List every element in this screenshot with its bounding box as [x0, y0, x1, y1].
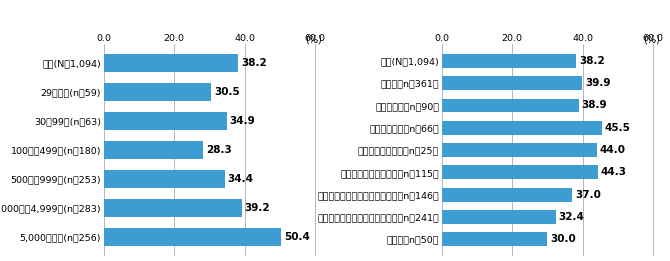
Text: 38.2: 38.2	[579, 56, 605, 66]
Bar	[104, 83, 211, 101]
Text: 45.5: 45.5	[605, 123, 630, 133]
Bar	[442, 121, 602, 135]
Bar	[104, 170, 225, 188]
Bar	[442, 76, 582, 90]
Text: 38.2: 38.2	[241, 58, 267, 68]
Text: 39.9: 39.9	[585, 78, 610, 88]
Text: 34.4: 34.4	[228, 174, 254, 184]
Bar	[104, 228, 281, 246]
Text: 44.0: 44.0	[600, 145, 626, 155]
Bar	[104, 112, 226, 130]
Text: 32.4: 32.4	[559, 212, 584, 222]
Text: 50.4: 50.4	[284, 232, 310, 242]
Text: 38.9: 38.9	[582, 100, 607, 110]
Text: 30.0: 30.0	[550, 234, 576, 244]
Text: (%): (%)	[643, 34, 660, 44]
Bar	[442, 54, 576, 68]
Text: (%): (%)	[305, 34, 322, 44]
Text: 39.2: 39.2	[245, 203, 270, 213]
Bar	[442, 99, 579, 112]
Text: 28.3: 28.3	[206, 145, 232, 155]
Bar	[442, 188, 572, 201]
Bar	[104, 54, 239, 72]
Bar	[442, 165, 598, 179]
Bar	[104, 199, 242, 217]
Bar	[442, 232, 547, 246]
Bar	[442, 143, 597, 157]
Text: 37.0: 37.0	[575, 190, 601, 200]
Text: 34.9: 34.9	[229, 116, 255, 126]
Text: 44.3: 44.3	[600, 167, 626, 177]
Bar	[442, 210, 556, 224]
Bar	[104, 141, 204, 159]
Text: 30.5: 30.5	[214, 87, 240, 97]
